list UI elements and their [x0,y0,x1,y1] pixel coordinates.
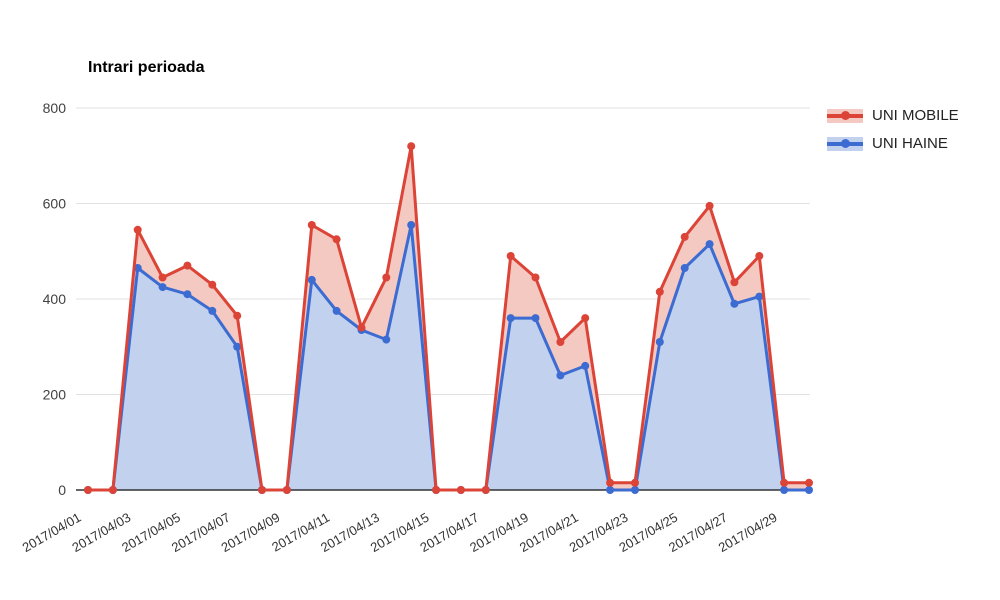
data-point-uni-mobile-2[interactable] [133,225,142,234]
data-point-uni-mobile-14[interactable] [432,486,441,494]
legend: UNI MOBILE UNI HAINE [827,107,959,163]
data-point-uni-haine-6[interactable] [233,342,242,351]
data-point-uni-haine-20[interactable] [581,361,590,370]
data-point-uni-haine-12[interactable] [382,335,391,344]
y-axis-label: 400 [43,291,67,307]
data-point-uni-haine-25[interactable] [705,240,714,249]
data-point-uni-haine-23[interactable] [655,338,664,346]
data-point-uni-mobile-24[interactable] [680,232,689,241]
data-point-uni-mobile-15[interactable] [456,486,465,494]
data-point-uni-mobile-11[interactable] [357,323,366,332]
data-point-uni-mobile-25[interactable] [705,201,714,210]
data-point-uni-mobile-7[interactable] [258,486,266,494]
data-point-uni-haine-13[interactable] [407,221,416,229]
y-axis-label: 800 [43,100,67,116]
data-point-uni-haine-21[interactable] [606,486,615,494]
legend-item-uni-mobile[interactable]: UNI MOBILE [827,107,959,124]
data-point-uni-haine-22[interactable] [631,486,639,494]
chart-title: Intrari perioada [88,59,205,76]
data-point-uni-haine-27[interactable] [755,292,764,301]
data-point-uni-haine-10[interactable] [332,306,341,315]
data-point-uni-haine-3[interactable] [158,283,167,292]
data-point-uni-haine-5[interactable] [208,306,217,315]
data-point-uni-mobile-0[interactable] [84,486,92,494]
data-point-uni-mobile-27[interactable] [755,252,764,260]
data-point-uni-haine-26[interactable] [730,299,739,308]
area-series-swatch-icon [827,108,863,123]
data-point-uni-haine-29[interactable] [805,486,813,494]
data-point-uni-mobile-1[interactable] [108,486,117,494]
data-point-uni-mobile-3[interactable] [158,273,167,282]
area-series-swatch-icon [827,136,863,151]
data-point-uni-mobile-8[interactable] [282,486,291,494]
data-point-uni-mobile-4[interactable] [183,261,192,270]
legend-item-uni-haine[interactable]: UNI HAINE [827,135,959,152]
data-point-uni-mobile-28[interactable] [780,478,789,487]
data-point-uni-mobile-22[interactable] [631,478,639,487]
data-point-uni-haine-28[interactable] [780,486,789,494]
data-point-uni-mobile-26[interactable] [730,278,739,287]
data-point-uni-mobile-20[interactable] [581,314,590,323]
series-area-uni-haine [88,225,809,490]
data-point-uni-haine-9[interactable] [307,275,316,284]
data-point-uni-haine-24[interactable] [680,264,689,272]
series-line-uni-mobile [86,144,811,492]
data-point-uni-mobile-16[interactable] [481,486,490,494]
legend-label: UNI MOBILE [872,107,959,124]
y-axis-label: 600 [43,196,67,212]
data-point-uni-mobile-18[interactable] [531,273,540,282]
legend-label: UNI HAINE [872,135,948,152]
y-axis-label: 0 [58,482,66,498]
data-point-uni-mobile-5[interactable] [208,280,217,289]
data-point-uni-mobile-12[interactable] [382,273,391,282]
data-point-uni-mobile-23[interactable] [655,287,664,296]
y-axis-label: 200 [43,387,67,403]
data-point-uni-haine-19[interactable] [556,371,565,380]
data-point-uni-mobile-9[interactable] [307,221,316,229]
data-point-uni-mobile-21[interactable] [606,478,615,487]
data-point-uni-haine-18[interactable] [531,314,540,323]
data-point-uni-haine-4[interactable] [183,290,192,299]
data-point-uni-haine-17[interactable] [506,314,515,323]
data-point-uni-mobile-10[interactable] [332,235,341,244]
data-point-uni-mobile-17[interactable] [506,252,515,260]
data-point-uni-mobile-13[interactable] [407,142,416,151]
data-point-uni-mobile-19[interactable] [556,338,565,346]
data-point-uni-mobile-6[interactable] [233,311,242,320]
data-point-uni-mobile-29[interactable] [805,478,813,487]
